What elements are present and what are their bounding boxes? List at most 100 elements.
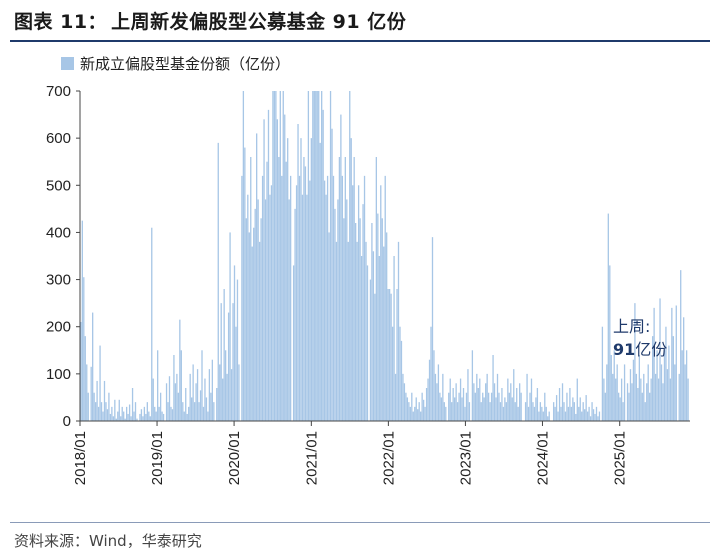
bar	[355, 223, 357, 421]
bar	[662, 383, 664, 421]
bar	[640, 378, 642, 421]
bar	[399, 326, 401, 421]
bar	[476, 373, 478, 421]
bar	[502, 406, 505, 421]
legend: 新成立偏股型基金份额（亿份）	[61, 55, 290, 73]
y-tick-label: 0	[63, 413, 71, 430]
bar	[247, 194, 249, 421]
bar	[396, 289, 398, 421]
bar	[651, 336, 654, 421]
bar	[421, 392, 423, 421]
bar	[152, 378, 154, 421]
bar	[177, 392, 180, 421]
bar	[133, 411, 135, 421]
bar	[601, 326, 604, 421]
bar	[366, 265, 369, 421]
bar	[309, 180, 311, 421]
bar	[594, 413, 596, 421]
bar	[201, 350, 203, 421]
bar	[158, 406, 160, 421]
bar	[669, 378, 672, 421]
bar	[103, 380, 106, 421]
title-rule	[10, 40, 710, 42]
bar	[123, 411, 125, 421]
bar	[508, 392, 510, 421]
bar	[592, 409, 595, 421]
bar	[180, 350, 182, 421]
bar	[492, 355, 494, 421]
bar	[465, 392, 468, 421]
bar	[458, 392, 460, 421]
bar	[328, 232, 330, 421]
bar	[310, 138, 312, 421]
bar	[462, 388, 465, 421]
bar	[452, 388, 454, 421]
bar	[93, 392, 95, 421]
bar	[616, 364, 618, 421]
bar	[649, 392, 651, 421]
bar	[557, 411, 559, 421]
bar	[647, 364, 649, 421]
annotation-line2: 91亿份	[613, 340, 667, 359]
bar	[100, 402, 103, 421]
bar	[219, 364, 221, 421]
bar	[375, 157, 377, 421]
bar	[238, 364, 240, 421]
bar	[487, 392, 490, 421]
bar	[331, 128, 333, 421]
bar	[115, 418, 117, 421]
bar	[606, 364, 608, 421]
bar	[607, 213, 609, 421]
bar	[87, 392, 89, 421]
bar	[644, 402, 646, 421]
bar	[576, 378, 578, 421]
bar	[442, 373, 444, 421]
bar	[356, 241, 358, 421]
bar	[168, 376, 171, 421]
bar	[151, 227, 153, 421]
bar	[350, 138, 352, 421]
bar	[650, 378, 652, 421]
bar	[270, 185, 273, 421]
annotation-value: 91	[613, 340, 635, 359]
bar	[236, 279, 239, 421]
bar	[536, 388, 539, 421]
bar	[685, 350, 688, 421]
bar	[377, 213, 379, 421]
bar	[251, 246, 253, 421]
bar	[288, 199, 290, 421]
bar	[220, 303, 222, 421]
bar	[578, 406, 580, 421]
bar	[483, 397, 485, 421]
bar	[208, 369, 211, 421]
bar	[121, 406, 123, 421]
bar	[136, 418, 138, 421]
bar	[199, 390, 202, 421]
bar	[653, 307, 655, 421]
bar	[301, 194, 304, 421]
bar	[547, 416, 549, 421]
bar	[681, 350, 683, 421]
bar	[443, 402, 445, 421]
bar	[632, 359, 635, 421]
bar	[510, 383, 512, 421]
bar	[629, 369, 632, 421]
bar	[597, 416, 599, 421]
bar	[146, 402, 148, 421]
bar	[229, 232, 231, 421]
bar	[188, 406, 190, 421]
bar	[369, 279, 372, 421]
bar	[294, 208, 296, 421]
y-axis: 0 100 200 300 400 500 600 700	[46, 83, 81, 430]
bar	[334, 208, 336, 421]
bar	[140, 409, 143, 421]
bar	[313, 91, 315, 421]
bar	[157, 350, 159, 421]
bar	[637, 388, 639, 421]
bar	[86, 364, 88, 421]
bar	[340, 114, 342, 421]
bar	[461, 397, 463, 421]
bar	[118, 399, 120, 421]
bar	[654, 373, 657, 421]
bar	[659, 298, 661, 421]
